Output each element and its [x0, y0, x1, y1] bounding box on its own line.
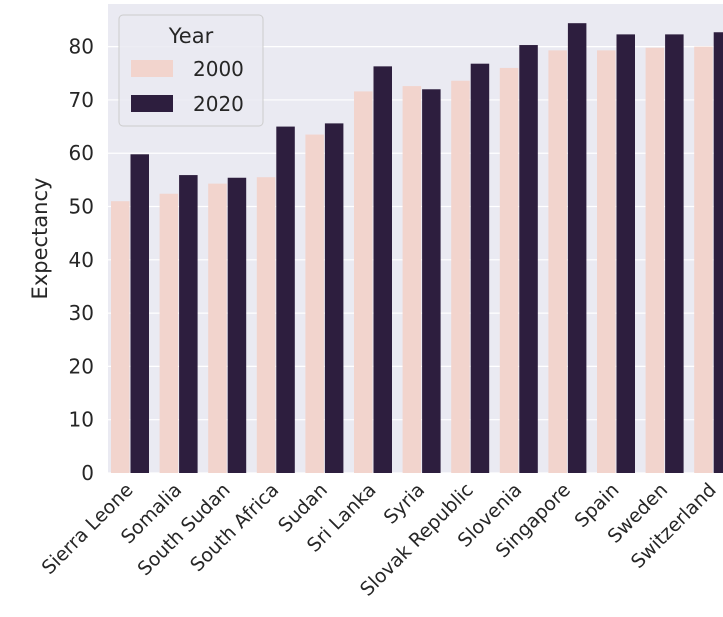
legend: Year 2000 2020: [118, 14, 264, 127]
y-tick-label: 40: [69, 248, 94, 272]
legend-title: Year: [168, 24, 214, 48]
bar-2020: [713, 32, 723, 474]
bar-2020: [276, 126, 295, 474]
bar-2000: [402, 86, 422, 473]
bar-2000: [499, 67, 519, 474]
bar-2020: [130, 154, 149, 473]
bar-2020: [470, 63, 490, 473]
y-tick-label: 50: [69, 195, 94, 219]
bar-2000: [597, 50, 616, 474]
bar-2000: [256, 177, 276, 474]
bar-2000: [208, 183, 227, 473]
bar-2020: [179, 175, 198, 473]
legend-label: 2000: [193, 57, 244, 81]
bar-2020: [665, 34, 684, 473]
bar-2000: [451, 80, 470, 473]
y-tick-label: 30: [69, 301, 94, 325]
bar-2020: [324, 123, 344, 473]
legend-swatch: [131, 95, 173, 112]
bar-2000: [111, 201, 130, 473]
bar-2000: [645, 47, 665, 474]
bar-2020: [373, 66, 392, 473]
bar-2020: [422, 89, 441, 473]
y-axis-label: Expectancy: [28, 178, 52, 300]
y-tick-label: 0: [81, 461, 94, 485]
bar-2000: [305, 134, 324, 474]
y-tick-label: 80: [69, 35, 94, 59]
bar-2020: [227, 177, 247, 474]
bar-2020: [567, 23, 587, 473]
bar-2020: [616, 34, 635, 473]
y-tick-label: 20: [69, 354, 94, 378]
y-tick-label: 60: [69, 141, 94, 165]
bar-2000: [354, 91, 373, 474]
y-axis-ticks: 0 10 20 30 40 50 60 70 80: [69, 35, 94, 485]
bar-2000: [159, 193, 179, 473]
y-tick-label: 10: [69, 408, 94, 432]
legend-swatch: [131, 60, 173, 77]
bars: [111, 23, 723, 474]
legend-label: 2020: [193, 92, 244, 116]
bar-2020: [519, 45, 538, 473]
x-tick-label: Switzerland: [627, 479, 721, 573]
y-tick-label: 70: [69, 88, 94, 112]
bar-2000: [548, 50, 567, 474]
bar-2000: [694, 46, 713, 474]
